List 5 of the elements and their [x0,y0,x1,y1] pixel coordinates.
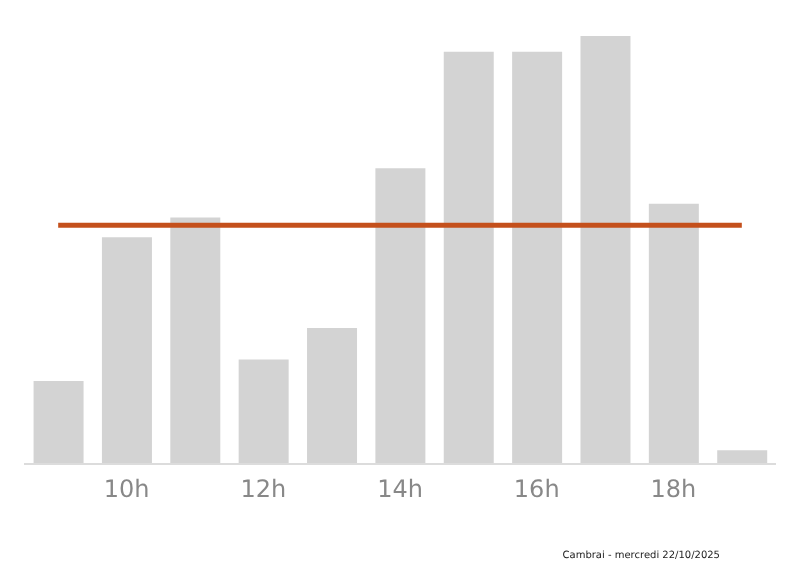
x-tick-label: 16h [513,475,560,504]
x-tick-label: 18h [650,475,697,504]
x-tick-label: 12h [240,475,287,504]
x-tick-label: 14h [377,475,423,504]
x-tick-label: 10h [103,475,150,504]
